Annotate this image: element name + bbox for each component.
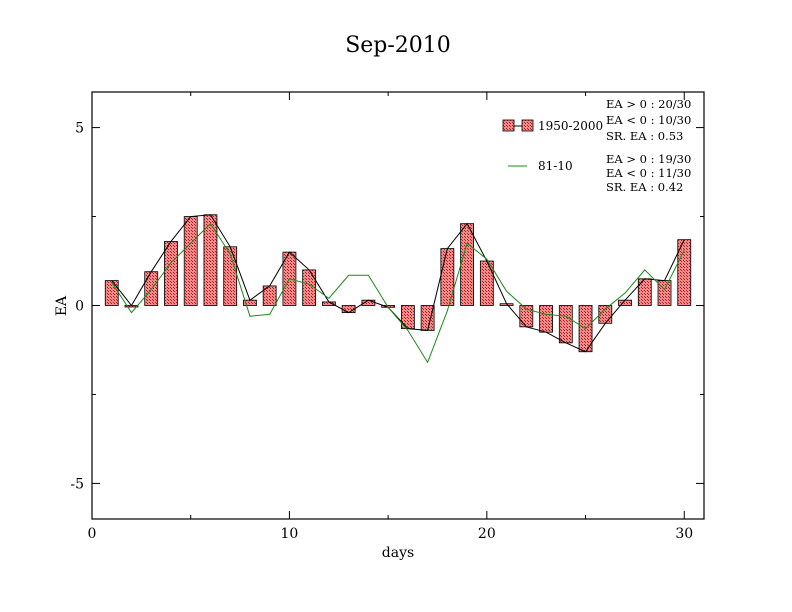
legend-series-1-swatch-b: [521, 119, 534, 132]
bar: [618, 299, 632, 306]
legend: 1950-2000 81-10 EA > 0 : 20/30 EA < 0 : …: [502, 97, 691, 194]
bar: [341, 305, 356, 314]
bar: [420, 305, 435, 331]
lines-layer: [111, 214, 685, 364]
stat-line: EA < 0 : 10/30: [606, 113, 691, 127]
stat-line: SR. EA : 0.42: [606, 180, 683, 194]
bar: [460, 223, 474, 306]
y-tick-label: 0: [75, 299, 84, 315]
chart-title: Sep-2010: [345, 33, 451, 58]
stat-line: EA < 0 : 11/30: [606, 166, 691, 180]
x-tick-label: 30: [675, 526, 693, 542]
bar: [183, 216, 198, 306]
y-tick-label: 5: [75, 121, 84, 137]
bar: [164, 241, 178, 306]
legend-series-1-label: 1950-2000: [538, 119, 603, 133]
axes-layer: 0 10 20 30 5 0 -5: [70, 92, 704, 542]
bars-layer: [104, 214, 692, 353]
series-1-line: [111, 214, 685, 353]
legend-item-series-2: 81-10: [508, 159, 573, 173]
bar: [223, 246, 238, 306]
bar: [144, 271, 159, 306]
bar: [558, 305, 573, 344]
bar: [104, 280, 119, 306]
series-1-stats: EA > 0 : 20/30 EA < 0 : 10/30 SR. EA : 0…: [606, 97, 691, 143]
bar: [539, 305, 553, 333]
legend-series-1-swatch-a: [502, 119, 515, 132]
y-tick-label: -5: [70, 476, 84, 492]
x-tick-label: 0: [88, 526, 97, 542]
y-axis-label: EA: [54, 295, 70, 316]
series-2-stats: EA > 0 : 19/30 EA < 0 : 11/30 SR. EA : 0…: [606, 152, 691, 194]
x-axis-label: days: [382, 545, 414, 561]
stat-line: EA > 0 : 19/30: [606, 152, 691, 166]
bar: [598, 305, 613, 324]
bar: [637, 278, 652, 306]
stat-line: EA > 0 : 20/30: [606, 97, 691, 111]
series-2-line: [111, 222, 685, 364]
legend-item-series-1: 1950-2000: [502, 119, 603, 133]
stat-line: SR. EA : 0.53: [606, 129, 683, 143]
x-tick-label: 10: [281, 526, 299, 542]
legend-series-2-label: 81-10: [538, 159, 573, 173]
bar: [479, 260, 494, 306]
x-tick-label: 20: [478, 526, 496, 542]
